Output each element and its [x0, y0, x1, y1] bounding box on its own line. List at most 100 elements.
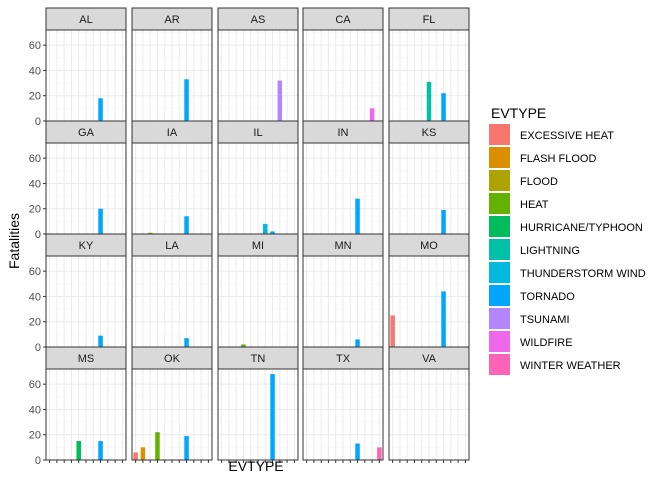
y-tick-label: 40	[29, 291, 41, 303]
gridlines	[218, 30, 298, 122]
legend-item: HURRICANE/TYPHOON	[489, 216, 643, 237]
facet-panel-as: AS	[217, 7, 299, 122]
facet-strip-label: LA	[165, 240, 179, 252]
facet-panel-ia: IA	[131, 120, 213, 235]
y-tick-label: 20	[29, 91, 41, 103]
legend-item: TORNADO	[489, 285, 575, 306]
facet-panel-ok: OK	[131, 346, 213, 461]
gridlines	[46, 256, 126, 348]
facet-strip-label: VA	[422, 353, 437, 365]
facet-strip-label: GA	[78, 127, 95, 139]
gridlines	[132, 30, 212, 122]
facet-strip-label: KY	[79, 240, 94, 252]
legend-label: FLOOD	[520, 176, 558, 188]
legend-title: EVTYPE	[491, 105, 546, 121]
y-tick-label: 0	[35, 342, 41, 354]
facet-panel-tx: TX	[302, 346, 384, 461]
facet-strip-label: IN	[338, 127, 349, 139]
legend-label: WINTER WEATHER	[520, 360, 621, 372]
bar-ok-heat	[155, 432, 160, 460]
bar-mn-tornado	[355, 339, 360, 347]
y-tick-label: 60	[29, 379, 41, 391]
y-tick-label: 0	[35, 116, 41, 128]
facet-panel-mn: MN	[302, 233, 384, 348]
facet-strip-label: IL	[253, 127, 262, 139]
facet-panel-ar: AR	[131, 7, 213, 122]
legend-label: WILDFIRE	[520, 337, 573, 349]
y-tick-label: 40	[29, 178, 41, 190]
y-tick-label: 0	[35, 455, 41, 467]
facet-strip-label: MO	[420, 240, 438, 252]
legend-swatch	[489, 354, 510, 375]
facet-strip-label: MS	[78, 353, 95, 365]
facet-panel-in: IN	[302, 120, 384, 235]
facet-strip-label: CA	[335, 14, 351, 26]
bar-al-tornado	[98, 98, 103, 121]
y-tick-label: 0	[35, 229, 41, 241]
facet-panel-ms: MS	[45, 346, 127, 461]
facet-panel-mi: MI	[217, 233, 299, 348]
bar-tx-tornado	[355, 443, 360, 460]
bar-ky-tornado	[98, 335, 103, 347]
gridlines	[389, 256, 469, 348]
legend-item: FLOOD	[489, 170, 558, 191]
legend-label: TORNADO	[520, 291, 575, 303]
facet-panel-il: IL	[217, 120, 299, 235]
y-tick-label: 60	[29, 40, 41, 52]
bar-mo-tornado	[441, 291, 446, 347]
facet-strip-label: MN	[334, 240, 351, 252]
gridlines	[132, 256, 212, 348]
y-tick-label: 60	[29, 266, 41, 278]
legend-swatch	[489, 216, 510, 237]
legend-label: THUNDERSTORM WIND	[520, 268, 646, 280]
facet-panel-la: LA	[131, 233, 213, 348]
legend-label: HURRICANE/TYPHOON	[520, 222, 643, 234]
y-tick-label: 40	[29, 404, 41, 416]
y-axis-title: Fatalities	[6, 213, 22, 269]
legend-label: FLASH FLOOD	[520, 153, 596, 165]
facet-panel-tn: TN	[217, 346, 299, 461]
legend-swatch	[489, 170, 510, 191]
facet-strip-label: KS	[422, 127, 437, 139]
legend-item: WILDFIRE	[489, 331, 573, 352]
facet-strip-label: TN	[251, 353, 266, 365]
facet-panel-fl: FL	[388, 7, 470, 122]
x-axis-ticks	[49, 460, 466, 463]
gridlines	[303, 369, 383, 461]
facet-strip-label: AL	[79, 14, 92, 26]
bar-il-thunderstorm-wind	[263, 223, 268, 234]
facet-panel-ky: KY	[45, 233, 127, 348]
bar-ok-excessive-heat	[133, 452, 138, 460]
bar-ar-tornado	[184, 79, 189, 121]
bar-in-tornado	[355, 198, 360, 234]
facet-strip-label: FL	[423, 14, 436, 26]
facet-strip-label: MI	[252, 240, 264, 252]
legend-item: FLASH FLOOD	[489, 147, 596, 168]
bar-ks-tornado	[441, 209, 446, 234]
facet-panel-ca: CA	[302, 7, 384, 122]
legend-label: HEAT	[520, 199, 549, 211]
bar-fl-tornado	[441, 93, 446, 121]
bar-ok-flash-flood	[140, 447, 146, 460]
facet-panel-al: AL	[45, 7, 127, 122]
bar-fl-lightning	[426, 81, 432, 121]
y-tick-label: 20	[29, 204, 41, 216]
legend-label: TSUNAMI	[520, 314, 570, 326]
y-tick-label: 20	[29, 317, 41, 329]
legend-label: LIGHTNING	[520, 245, 580, 257]
legend-swatch	[489, 147, 510, 168]
facet-strip-label: AS	[251, 14, 266, 26]
legend-item: THUNDERSTORM WIND	[489, 262, 646, 283]
x-axis-title: EVTYPE	[228, 458, 283, 474]
legend-swatch	[489, 239, 510, 260]
bar-tn-tornado	[270, 374, 275, 460]
facet-panel-ga: GA	[45, 120, 127, 235]
legend-item: LIGHTNING	[489, 239, 580, 260]
bar-ia-tornado	[184, 216, 189, 234]
bar-tx-winter-weather	[377, 447, 382, 460]
bar-mi-heat	[241, 344, 246, 347]
bar-ia-flood	[147, 232, 153, 234]
facet-strip-label: AR	[164, 14, 179, 26]
legend-swatch	[489, 262, 510, 283]
